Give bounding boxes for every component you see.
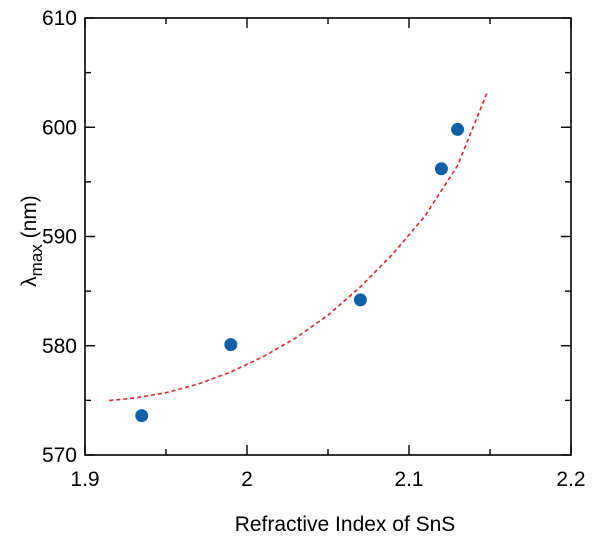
y-axis-title-main: λ <box>18 276 41 287</box>
x-axis-title: Refractive Index of SnS <box>235 513 456 536</box>
axis-ticks <box>84 17 572 456</box>
plot-border <box>84 17 572 456</box>
y-tick-label: 600 <box>42 116 77 139</box>
x-tick-label: 1.9 <box>70 468 99 491</box>
fit-curve <box>109 93 488 402</box>
data-point <box>224 338 238 352</box>
data-point <box>451 122 465 136</box>
x-tick-label: 2 <box>241 468 253 491</box>
data-point <box>353 293 367 307</box>
y-tick-label: 580 <box>42 335 77 358</box>
x-tick-label: 2.2 <box>556 468 585 491</box>
y-tick-labels: 570 580 590 600 610 <box>42 7 77 467</box>
x-tick-labels: 1.9 2 2.1 2.2 <box>70 468 585 491</box>
y-tick-label: 590 <box>42 226 77 249</box>
series-layer <box>109 93 488 423</box>
y-axis-title: λmax (nm) <box>18 195 46 287</box>
x-tick-label: 2.1 <box>394 468 423 491</box>
y-axis-title-sub: max <box>27 244 46 277</box>
y-tick-label: 570 <box>42 444 77 467</box>
y-axis-title-group: λmax (nm) <box>18 195 46 287</box>
data-point <box>135 409 149 423</box>
plot-frame <box>84 17 572 456</box>
y-tick-label: 610 <box>42 7 77 30</box>
y-axis-title-unit: (nm) <box>18 195 41 244</box>
data-point <box>434 162 448 176</box>
